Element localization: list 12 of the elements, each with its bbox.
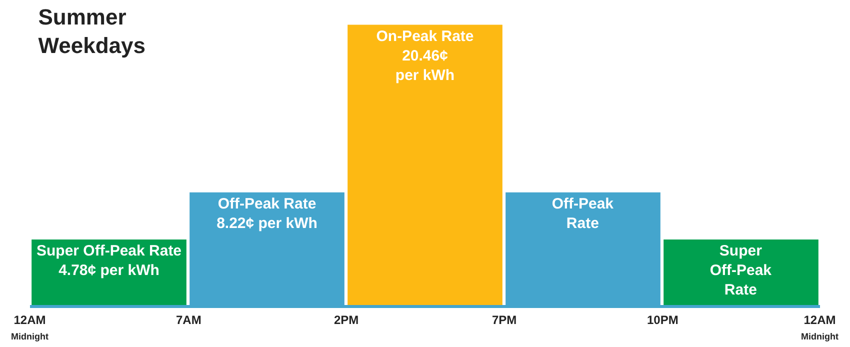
data-label: Off-Peak Rate	[552, 195, 614, 232]
chart-title: Summer Weekdays	[38, 4, 146, 58]
data-label: On-Peak Rate 20.46¢ per kWh	[376, 28, 474, 84]
text: 7PM	[492, 313, 517, 327]
text: 7AM	[176, 313, 202, 327]
data-label: Super Off-Peak Rate 4.78¢ per kWh	[36, 242, 182, 280]
data-label: Super Off-Peak Rate	[710, 242, 772, 299]
data-label: Off-Peak Rate 8.22¢ per kWh	[216, 195, 318, 232]
text: 10PM	[647, 313, 678, 327]
text: 2PM	[334, 313, 359, 327]
text: 12AM Midnight	[11, 313, 48, 342]
text: 12AM Midnight	[801, 313, 838, 342]
